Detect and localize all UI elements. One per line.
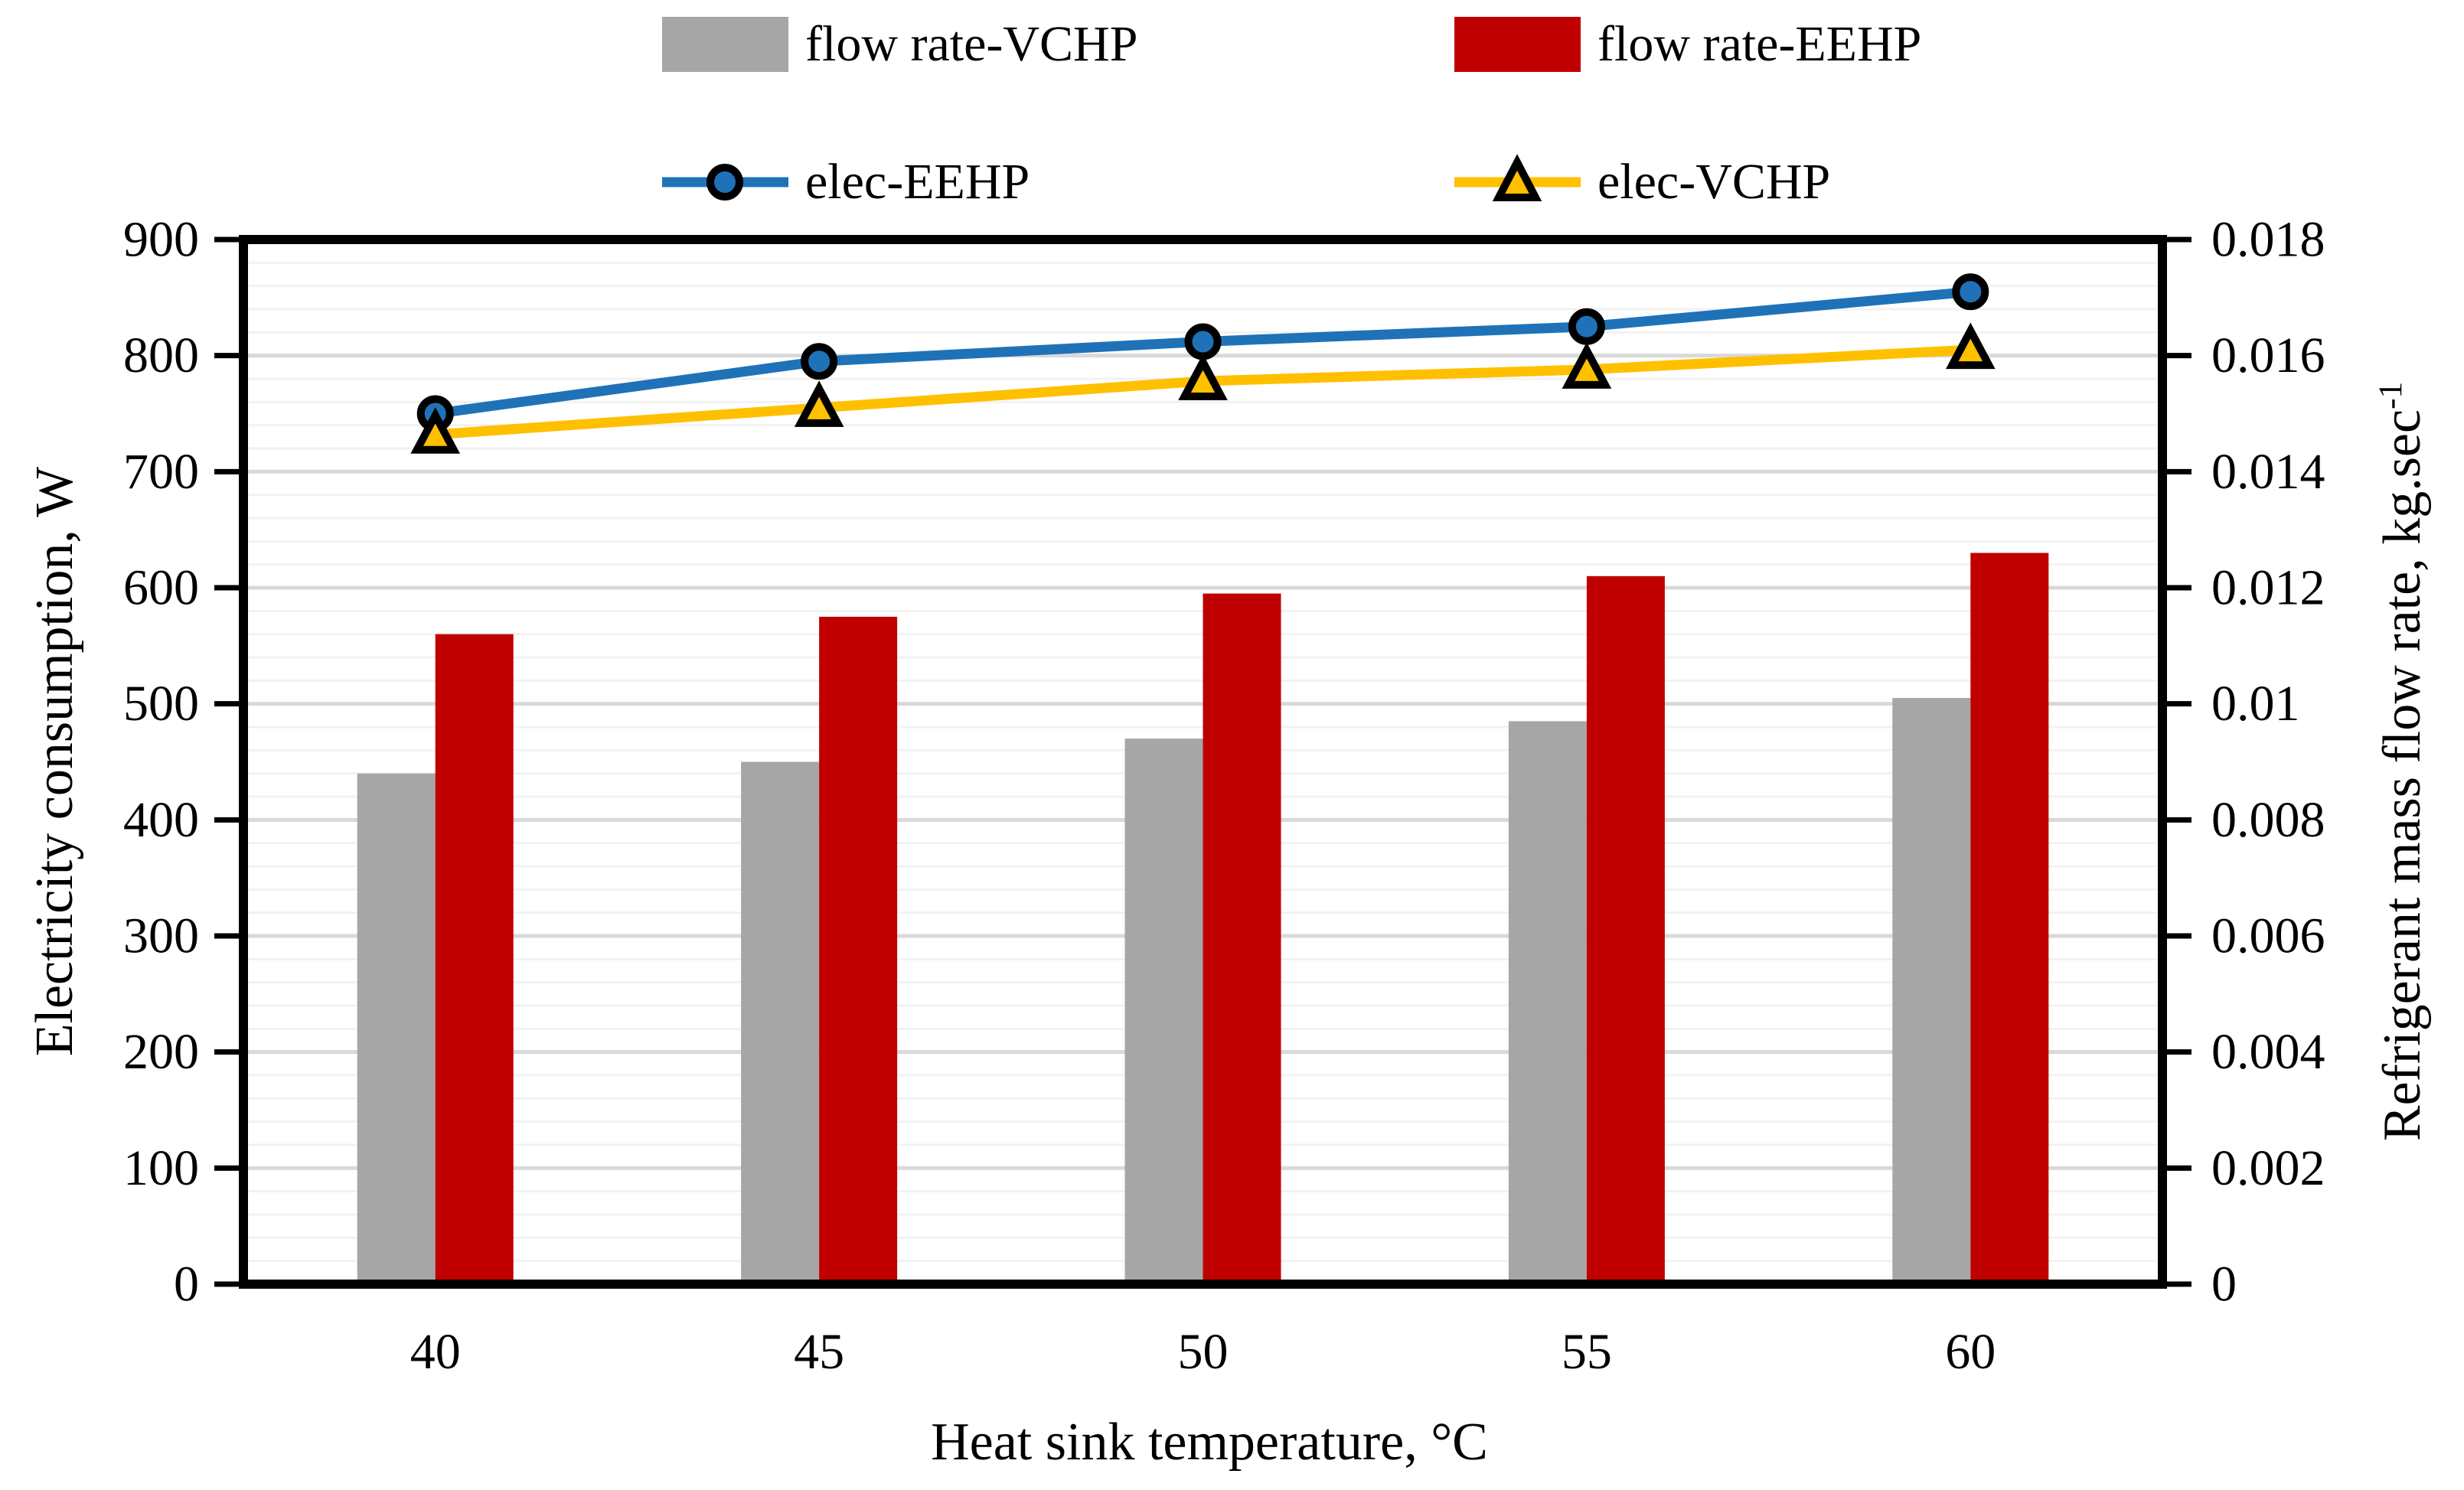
circle-marker-icon — [801, 343, 838, 380]
left-axis-title: Electricity consumption, W — [25, 466, 84, 1057]
bar-series-flow rate-EEHP — [435, 553, 2049, 1284]
bar — [1970, 553, 2049, 1284]
left-axis-tick-label: 200 — [123, 1024, 199, 1080]
circle-marker-icon — [1952, 273, 1989, 311]
left-axis-tick-label: 600 — [123, 560, 199, 616]
legend-label-elec-vchp: elec-VCHP — [1598, 154, 1831, 210]
circle-marker-icon — [707, 164, 743, 201]
bar-swatch-icon — [662, 17, 788, 72]
right-axis-tick-label: 0.016 — [2211, 328, 2325, 383]
bar — [357, 773, 436, 1284]
bar — [1124, 738, 1203, 1284]
x-axis-tick-label: 55 — [1562, 1324, 1612, 1380]
circle-marker-icon — [1568, 308, 1605, 345]
circle-marker-icon — [1184, 323, 1222, 360]
left-axis-tick-label: 0 — [174, 1257, 199, 1312]
line-series-elec-VCHP — [410, 322, 1996, 454]
swatch-rect — [1454, 17, 1581, 72]
left-axis-tick-label: 900 — [123, 212, 199, 268]
triangle-marker-icon — [794, 380, 844, 427]
left-axis-tick-label: 100 — [123, 1140, 199, 1196]
right-axis-tick-label: 0.004 — [2211, 1024, 2325, 1080]
x-axis-tick-label: 40 — [410, 1324, 461, 1380]
bar — [1586, 575, 1665, 1284]
left-axis-tick-label: 800 — [123, 328, 199, 383]
bar — [1203, 593, 1281, 1284]
legend-item-flow-rate-eehp: flow rate-EEHP — [1454, 9, 1921, 80]
right-axis-tick-label: 0.012 — [2211, 560, 2325, 616]
plot-frame — [239, 235, 2167, 1289]
right-axis-title-text: Refrigerant mass flow rate, kg.sec — [2373, 409, 2433, 1142]
right-axis-tick-label: 0.018 — [2211, 212, 2325, 268]
axis-ticks-and-labels: 0 100 200 300 400 500 600 700 800 900 0 0.002 0.004 0… — [123, 212, 2325, 1381]
legend-label-flow-rate-vchp: flow rate-VCHP — [805, 16, 1138, 72]
legend-item-elec-vchp: elec-VCHP — [1454, 147, 1830, 217]
x-axis-title: Heat sink temperature, °C — [931, 1416, 1488, 1469]
triangle-marker-icon — [1945, 322, 1996, 370]
legend-label-elec-eehp: elec-EEHP — [805, 154, 1030, 210]
x-axis-tick-label: 45 — [794, 1324, 844, 1380]
right-axis-tick-label: 0.01 — [2211, 676, 2300, 732]
right-axis-tick-label: 0.008 — [2211, 792, 2325, 848]
left-axis-title-text: Electricity consumption, W — [25, 466, 84, 1057]
bar-swatch-icon — [1454, 17, 1581, 72]
triangle-marker-icon — [1562, 342, 1612, 389]
bar — [1892, 698, 1971, 1284]
line-triangle-marker-icon — [1454, 154, 1581, 201]
triangle-marker-icon — [1492, 154, 1542, 201]
left-axis-tick-label: 400 — [123, 792, 199, 848]
bar — [1508, 721, 1587, 1284]
triangle-marker-icon — [1178, 354, 1228, 401]
line-series-elec-EEHP — [416, 273, 1989, 432]
x-axis-tick-label: 50 — [1178, 1324, 1229, 1380]
bar — [435, 634, 514, 1284]
right-axis-title-superscript: -1 — [2371, 381, 2409, 409]
legend-item-elec-eehp: elec-EEHP — [662, 147, 1030, 217]
left-axis-tick-label: 700 — [123, 444, 199, 500]
x-axis-tick-label: 60 — [1945, 1324, 1996, 1380]
legend-label-flow-rate-eehp: flow rate-EEHP — [1598, 16, 1922, 72]
bar — [819, 616, 898, 1284]
swatch-rect — [662, 17, 788, 72]
right-axis-tick-label: 0 — [2211, 1257, 2237, 1312]
line-circle-marker-icon — [662, 164, 788, 201]
legend-item-flow-rate-vchp: flow rate-VCHP — [662, 9, 1137, 80]
left-axis-tick-label: 500 — [123, 676, 199, 732]
right-axis-tick-label: 0.002 — [2211, 1140, 2325, 1196]
right-axis-tick-label: 0.006 — [2211, 908, 2325, 964]
x-axis-title-text: Heat sink temperature, °C — [931, 1413, 1488, 1472]
left-axis-tick-label: 300 — [123, 908, 199, 964]
right-axis-title: Refrigerant mass flow rate, kg.sec-1 — [2371, 381, 2433, 1142]
triangle-marker-icon — [410, 407, 461, 454]
bar-series-flow rate-VCHP — [357, 698, 1971, 1284]
right-axis-tick-label: 0.014 — [2211, 444, 2325, 500]
bar — [741, 761, 820, 1284]
